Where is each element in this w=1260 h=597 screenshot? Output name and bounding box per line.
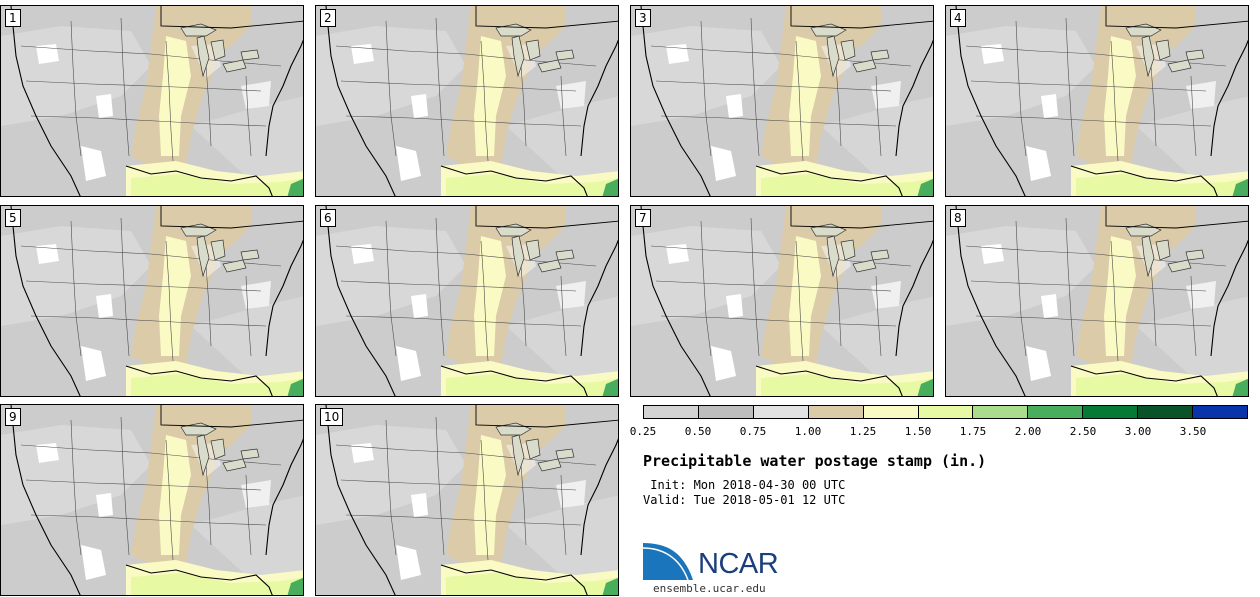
member-label: 4 — [950, 9, 966, 27]
ensemble-member-panel-9: 9 — [0, 404, 304, 596]
colorbar-segment — [863, 406, 919, 418]
map-3 — [631, 6, 933, 196]
ensemble-member-panel-3: 3 — [630, 5, 934, 197]
ensemble-member-panel-4: 4 — [945, 5, 1249, 197]
colorbar-segment — [918, 406, 974, 418]
ensemble-member-panel-7: 7 — [630, 205, 934, 397]
valid-time: Valid: Tue 2018-05-01 12 UTC — [643, 493, 846, 507]
ensemble-member-panel-5: 5 — [0, 205, 304, 397]
member-label: 7 — [635, 209, 651, 227]
colorbar-segment — [1028, 406, 1084, 418]
member-label: 10 — [320, 408, 344, 426]
colorbar-segment — [698, 406, 754, 418]
precipitable-water-colorbar — [643, 405, 1248, 419]
colorbar-tick-label: 1.00 — [794, 425, 822, 438]
map-2 — [316, 6, 618, 196]
map-1 — [1, 6, 303, 196]
colorbar-segment — [644, 406, 699, 418]
ensemble-member-panel-10: 10 — [315, 404, 619, 596]
colorbar-segment — [1138, 406, 1194, 418]
member-label: 5 — [5, 209, 21, 227]
map-10 — [316, 405, 618, 595]
colorbar-tick-label: 1.25 — [849, 425, 877, 438]
colorbar-tick-label: 0.25 — [629, 425, 657, 438]
member-label: 3 — [635, 9, 651, 27]
chart-title: Precipitable water postage stamp (in.) — [643, 452, 987, 470]
map-9 — [1, 405, 303, 595]
colorbar-tick-label: 1.75 — [959, 425, 987, 438]
colorbar-tick-label: 2.50 — [1069, 425, 1097, 438]
colorbar-segment — [1083, 406, 1139, 418]
map-8 — [946, 206, 1248, 396]
ensemble-member-panel-8: 8 — [945, 205, 1249, 397]
colorbar-tick-label: 3.00 — [1124, 425, 1152, 438]
member-label: 2 — [320, 9, 336, 27]
colorbar-segment — [973, 406, 1029, 418]
colorbar-tick-label: 3.50 — [1179, 425, 1207, 438]
ensemble-member-panel-6: 6 — [315, 205, 619, 397]
map-5 — [1, 206, 303, 396]
colorbar-tick-label: 0.50 — [684, 425, 712, 438]
colorbar-segment — [753, 406, 809, 418]
member-label: 9 — [5, 408, 21, 426]
colorbar-tick-label: 0.75 — [739, 425, 767, 438]
map-7 — [631, 206, 933, 396]
ncar-logo-icon — [643, 541, 696, 581]
init-time: Init: Mon 2018-04-30 00 UTC — [643, 478, 846, 492]
member-label: 8 — [950, 209, 966, 227]
colorbar-segment — [808, 406, 864, 418]
member-label: 6 — [320, 209, 336, 227]
map-6 — [316, 206, 618, 396]
ensemble-member-panel-1: 1 — [0, 5, 304, 197]
ncar-logo-text: NCAR — [698, 548, 779, 580]
member-label: 1 — [5, 9, 21, 27]
map-4 — [946, 6, 1248, 196]
ensemble-member-panel-2: 2 — [315, 5, 619, 197]
colorbar-segment — [1193, 406, 1247, 418]
colorbar-tick-label: 2.00 — [1014, 425, 1042, 438]
source-url: ensemble.ucar.edu — [653, 582, 766, 595]
colorbar-tick-label: 1.50 — [904, 425, 932, 438]
